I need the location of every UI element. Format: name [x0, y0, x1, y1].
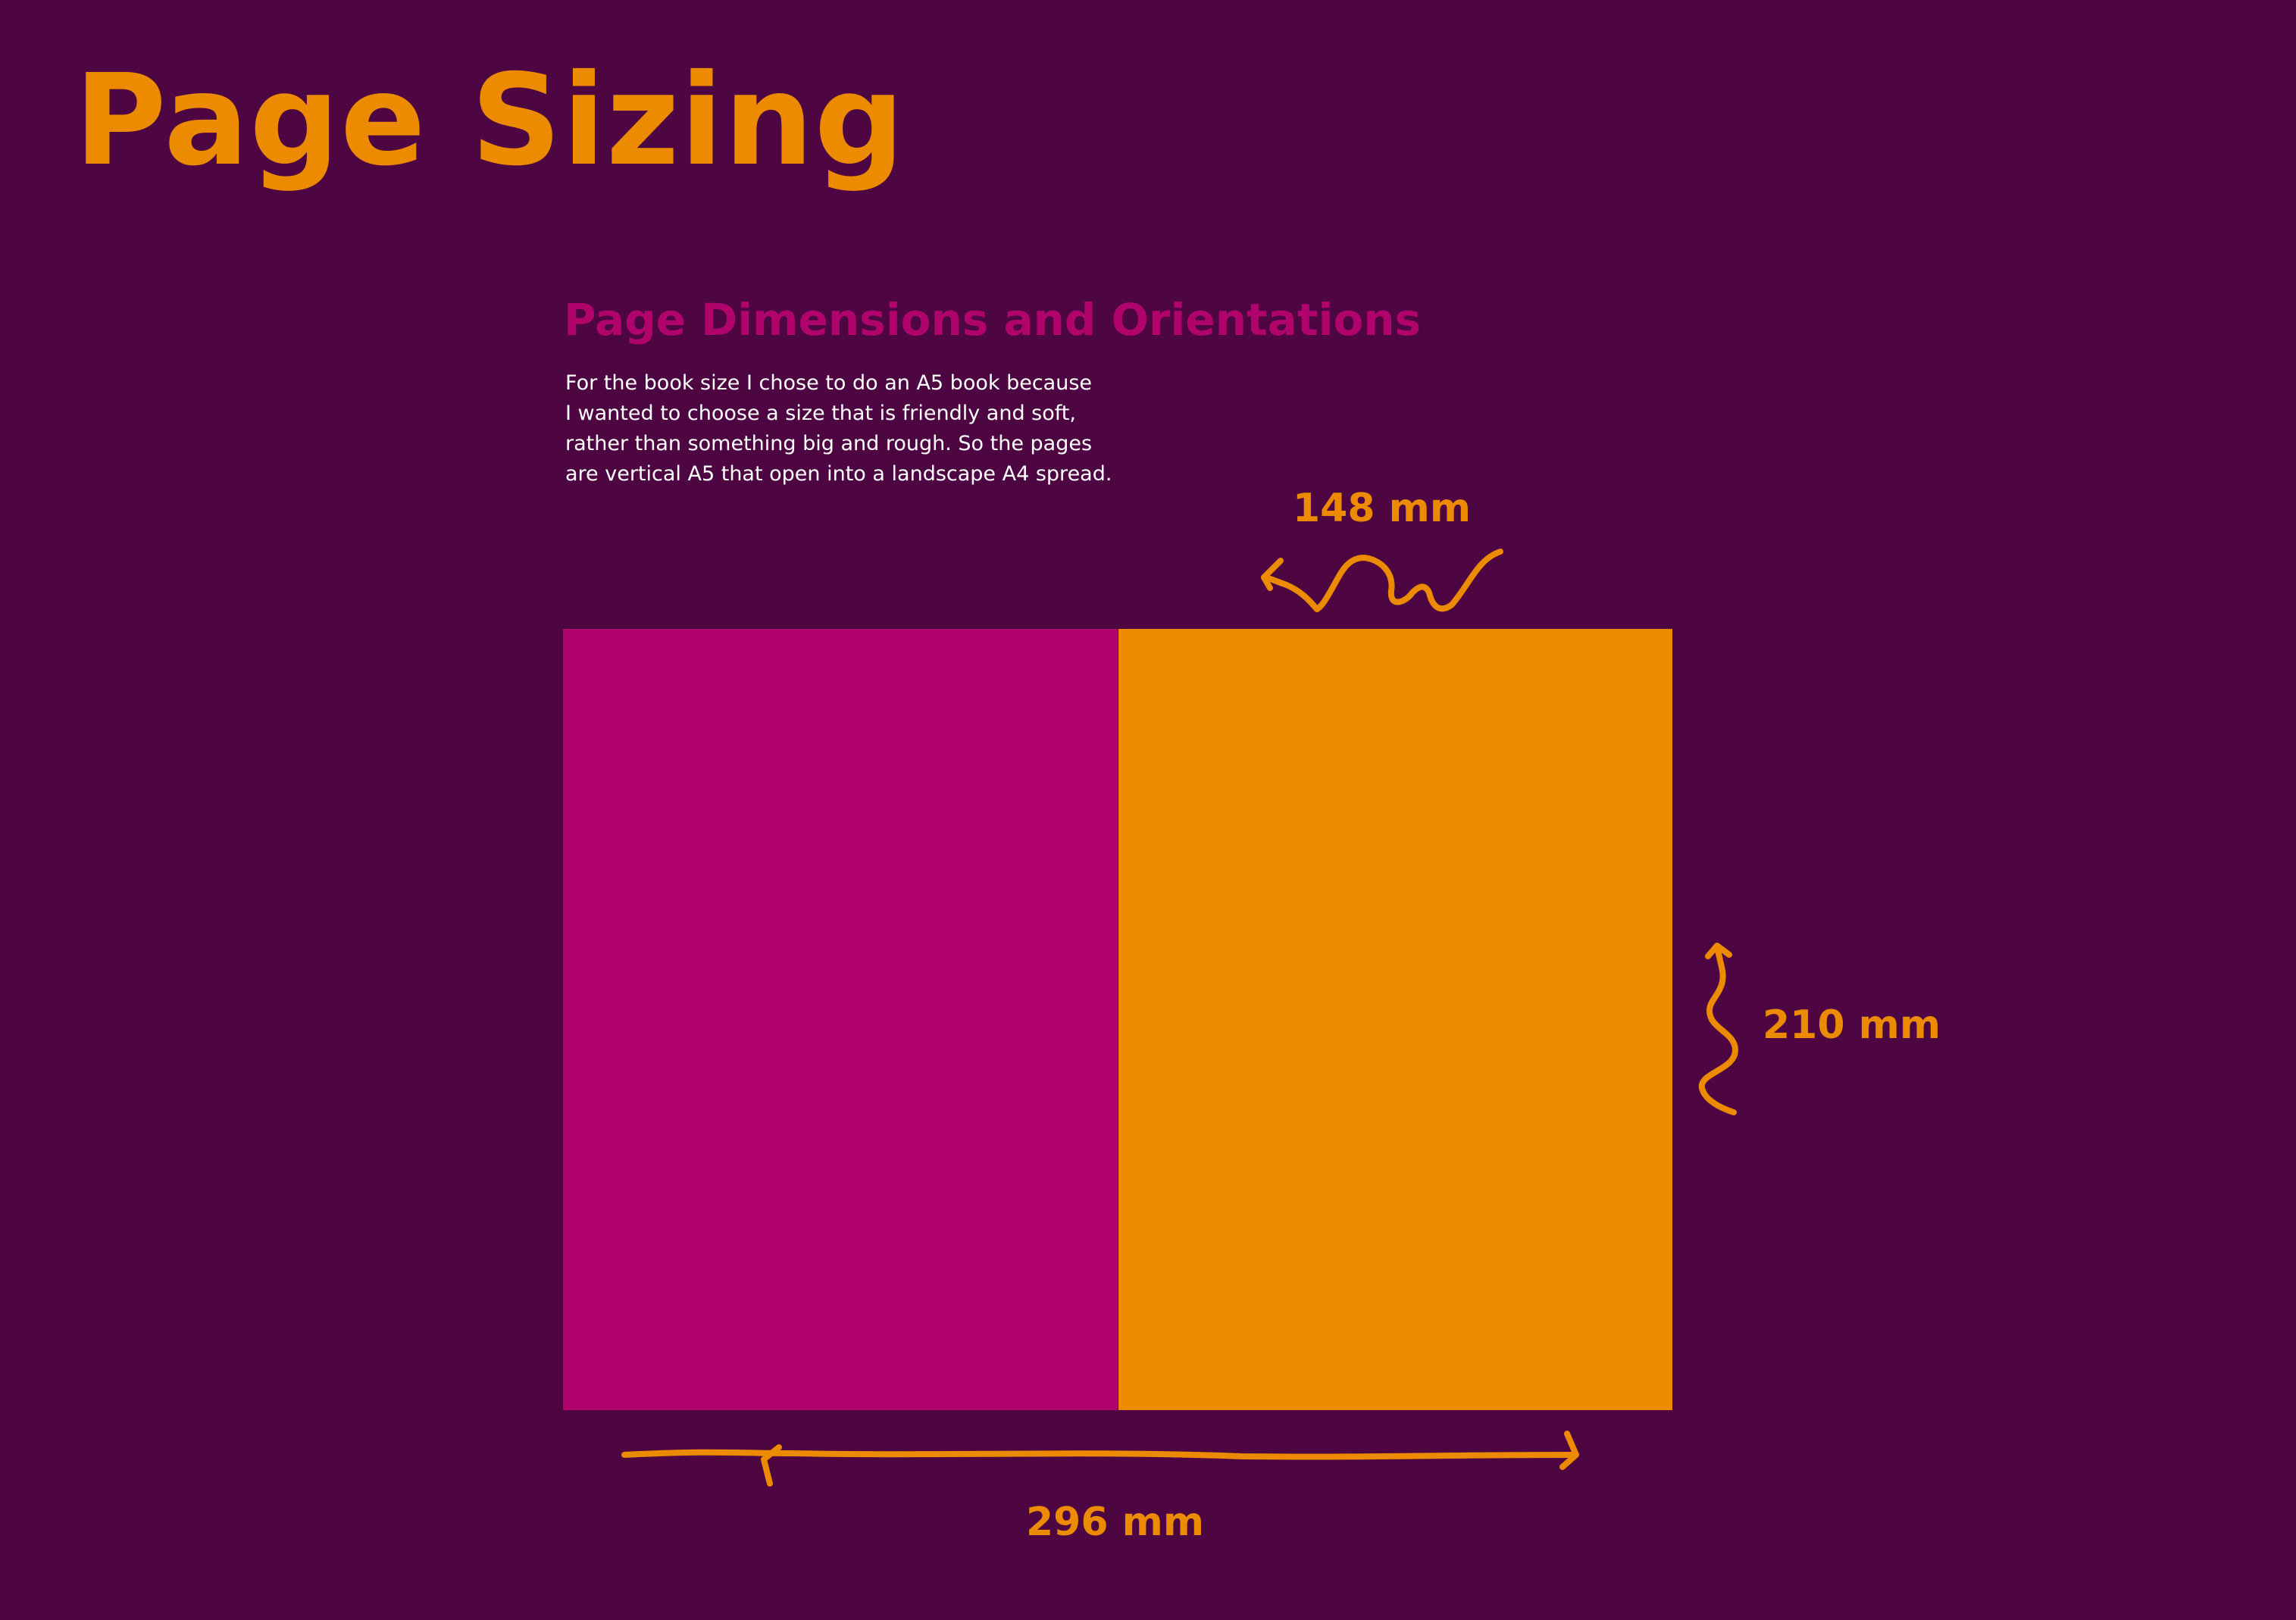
page-height-label: 210 mm: [1763, 1002, 1941, 1048]
page-height-squiggle-icon: [1698, 943, 1738, 1115]
page-title: Page Sizing: [74, 48, 906, 194]
spread-width-label: 296 mm: [1026, 1500, 1205, 1545]
spread-width-arrow-icon: [621, 1431, 1579, 1487]
section-heading: Page Dimensions and Orientations: [564, 294, 1422, 346]
left-page: [563, 629, 1118, 1410]
page-width-squiggle-icon: [1261, 549, 1503, 612]
description-text: For the book size I chose to do an A5 bo…: [565, 371, 1112, 486]
page-width-label: 148 mm: [1293, 486, 1472, 531]
right-page: [1118, 629, 1672, 1410]
